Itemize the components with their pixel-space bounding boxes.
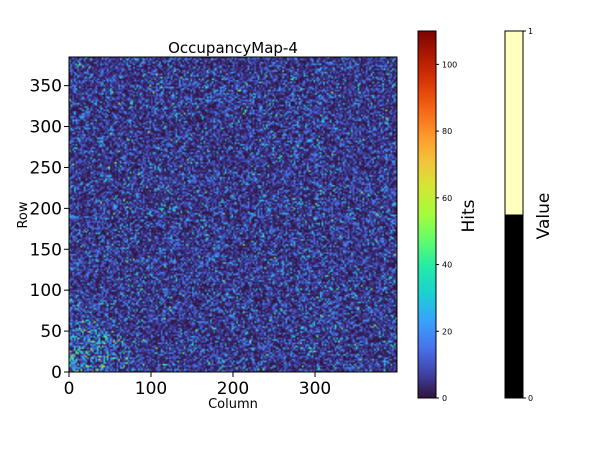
y-axis-label: Row (16, 201, 31, 228)
y-tick-label: 0 (51, 363, 62, 383)
x-tick-label: 100 (135, 379, 167, 399)
x-axis: 0 100 200 300 (64, 372, 331, 399)
hits-colorbar: 0 20 40 60 80 100 Hits (417, 30, 479, 403)
hits-colorbar-gradient (417, 30, 437, 399)
y-tick-label: 200 (30, 199, 62, 219)
hits-tick-label: 100 (442, 60, 457, 69)
value-colorbar-ticks: 01 (523, 27, 533, 403)
x-tick-label: 300 (299, 379, 331, 399)
hits-tick-label: 80 (442, 127, 452, 136)
y-axis: 0 50 100 150 200 250 300 350 (30, 77, 69, 383)
value-tick-label: 0 (528, 394, 533, 403)
value-colorbar-segment-low (505, 214, 523, 398)
hits-tick-label: 60 (442, 194, 452, 203)
y-tick-label: 350 (30, 77, 62, 97)
heatmap-image (69, 57, 397, 372)
value-tick-label: 1 (528, 27, 533, 36)
hits-tick-label: 40 (442, 261, 452, 270)
hits-tick-label: 20 (442, 327, 452, 336)
value-colorbar-frame (504, 30, 524, 399)
y-tick-label: 50 (40, 322, 62, 342)
chart-title: OccupancyMap-4 (168, 39, 298, 57)
hits-colorbar-ticks: 0 20 40 60 80 100 (436, 60, 457, 403)
y-tick-label: 250 (30, 158, 62, 178)
y-tick-label: 300 (30, 118, 62, 138)
hits-tick-label: 0 (442, 394, 447, 403)
x-tick-label: 0 (64, 379, 75, 399)
value-colorbar-label: Value (534, 193, 554, 240)
y-tick-label: 150 (30, 240, 62, 260)
x-tick-label: 200 (217, 379, 249, 399)
value-colorbar-segment-high (505, 31, 523, 215)
y-tick-label: 100 (30, 281, 62, 301)
value-colorbar: 01 Value (504, 27, 554, 403)
hits-colorbar-label: Hits (459, 199, 479, 232)
heatmap-plot (68, 56, 398, 373)
x-axis-label: Column (208, 397, 258, 412)
